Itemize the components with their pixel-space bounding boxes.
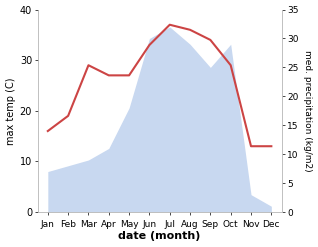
Y-axis label: med. precipitation (kg/m2): med. precipitation (kg/m2) [303, 50, 313, 172]
X-axis label: date (month): date (month) [118, 231, 201, 242]
Y-axis label: max temp (C): max temp (C) [5, 77, 16, 144]
